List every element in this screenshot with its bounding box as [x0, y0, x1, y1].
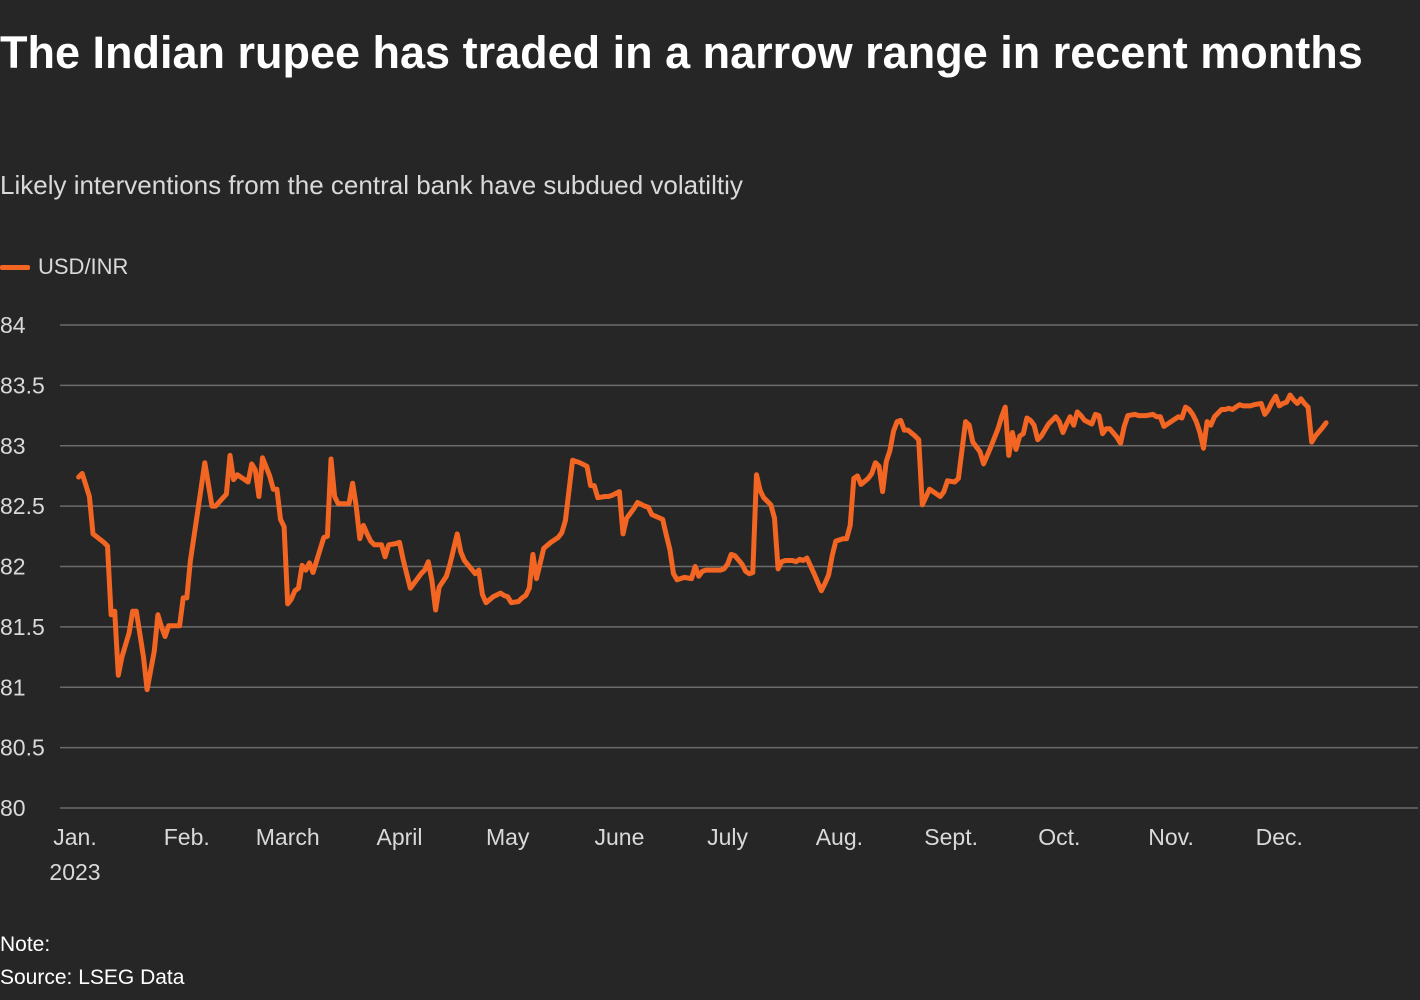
y-tick-label: 82.5	[0, 493, 45, 519]
x-tick-label: Oct.	[1038, 824, 1080, 850]
y-tick-label: 81	[0, 674, 26, 700]
x-tick-label: Jan.	[53, 824, 96, 850]
chart-title: The Indian rupee has traded in a narrow …	[0, 27, 1363, 78]
gridlines	[60, 324, 1418, 809]
chart-note: Note:	[0, 933, 51, 956]
y-tick-label: 84	[0, 312, 26, 338]
series-line-usd-inr	[76, 392, 1329, 693]
x-tick-label: Dec.	[1256, 824, 1303, 850]
y-tick-label: 82	[0, 554, 26, 580]
chart-source: Source: LSEG Data	[0, 966, 185, 989]
y-tick-label: 83	[0, 433, 26, 459]
line-chart: 80 80.5 81 81.5 82 82.5 83 83.5 84 Jan. 2023 Feb. M…	[0, 312, 1418, 885]
legend-swatch	[0, 264, 30, 270]
y-axis-labels: 80 80.5 81 81.5 82 82.5 83 83.5 84	[0, 312, 45, 821]
chart-subtitle: Likely interventions from the central ba…	[0, 170, 743, 200]
y-tick-label: 81.5	[0, 614, 45, 640]
x-tick-sublabel: 2023	[49, 859, 100, 885]
legend: USD/INR	[0, 254, 128, 280]
x-tick-label: June	[595, 824, 645, 850]
x-tick-label: July	[707, 824, 748, 850]
y-tick-label: 83.5	[0, 372, 45, 398]
legend-label: USD/INR	[38, 254, 129, 279]
y-tick-label: 80.5	[0, 735, 45, 761]
x-tick-label: Aug.	[816, 824, 863, 850]
x-tick-label: Nov.	[1148, 824, 1194, 850]
x-tick-label: April	[376, 824, 422, 850]
x-tick-label: March	[256, 824, 320, 850]
series-layer	[76, 392, 1329, 693]
x-axis-labels: Jan. 2023 Feb. March April May June July Aug. Sep…	[49, 824, 1302, 885]
x-tick-label: Sept.	[924, 824, 978, 850]
y-tick-label: 80	[0, 795, 26, 821]
x-tick-label: Feb.	[164, 824, 210, 850]
x-tick-label: May	[486, 824, 530, 850]
